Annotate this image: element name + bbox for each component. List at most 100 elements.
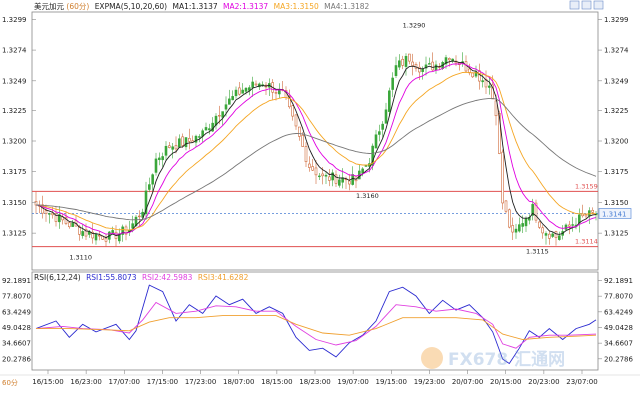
candle-body: [148, 184, 151, 190]
candle-body: [168, 145, 171, 148]
y-tick-label-right: 1.3249: [604, 77, 629, 85]
candle-body: [568, 224, 571, 227]
y-tick-label-right: 1.3225: [604, 107, 629, 115]
close-icon[interactable]: [593, 0, 604, 10]
x-tick-label: 19/07:00: [337, 378, 368, 386]
candle-body: [478, 70, 481, 82]
candle-body: [71, 222, 74, 227]
candle-body: [248, 87, 251, 91]
candle-body: [294, 114, 298, 127]
y-tick-label-left: 1.3125: [2, 230, 27, 238]
candle-body: [584, 214, 588, 217]
candle-body: [464, 61, 468, 72]
x-tick-label: 18/15:00: [261, 378, 292, 386]
ema-line-20: [35, 71, 597, 231]
candle-body: [498, 113, 501, 154]
candle-body: [238, 87, 241, 95]
candle-body: [48, 213, 51, 215]
candle-body: [181, 136, 184, 146]
y-tick-label-left: 1.3175: [2, 168, 27, 176]
candle-body: [361, 168, 364, 174]
rsi-lines: [35, 284, 597, 365]
watermark-text: FX678 汇通网: [448, 350, 565, 370]
candle-body: [591, 209, 594, 213]
candle-body: [524, 218, 528, 227]
x-tick-label: 23/07:00: [566, 378, 597, 386]
candle-body: [301, 134, 304, 147]
candle-body: [551, 233, 554, 237]
ma2-label: MA2:1.3137: [223, 2, 268, 11]
y-tick-label-left: 1.3274: [2, 47, 27, 55]
price-annotation: 1.3290: [403, 21, 426, 29]
watermark-logo-icon: [421, 347, 443, 369]
y-tick-label-right: 1.3150: [604, 199, 629, 207]
candle-body: [521, 223, 524, 227]
y-tick-label-right: 1.3125: [604, 230, 629, 238]
candle-body: [151, 174, 154, 185]
candle-body: [401, 58, 404, 66]
candle-body: [254, 83, 258, 86]
candle-body: [94, 233, 98, 241]
candle-body: [188, 138, 191, 142]
rsi-tick-label-right: 34.6607: [604, 340, 633, 348]
candle-body: [588, 210, 591, 216]
candle-body: [331, 172, 334, 181]
candle-body: [191, 140, 194, 143]
candle-body: [194, 135, 198, 143]
candle-body: [504, 200, 508, 212]
candle-body: [334, 174, 338, 184]
candle-body: [444, 57, 448, 65]
candle-body: [291, 105, 294, 117]
candle-body: [171, 146, 174, 150]
price-axis-ticks: 1.3299 1.3299 1.3274 1.3274 1.3249 1.3249 1.32…: [2, 16, 629, 238]
candle-body: [144, 190, 148, 215]
period-label: (60分): [66, 2, 89, 11]
rsi-tick-label-left: 92.1891: [2, 277, 31, 285]
candle-body: [98, 234, 101, 237]
y-tick-label-left: 1.3225: [2, 107, 27, 115]
symbol-label: 美元加元: [34, 1, 64, 11]
y-tick-label-right: 1.3274: [604, 47, 629, 55]
rsi-tick-label-left: 34.6607: [2, 340, 31, 348]
zoom-icon[interactable]: [569, 0, 580, 10]
candle-body: [518, 224, 521, 232]
price-annotation: 1.3110: [69, 254, 92, 262]
candle-body: [508, 209, 511, 228]
candle-body: [54, 213, 58, 222]
candle-body: [571, 224, 574, 226]
x-tick-label: 16/15:00: [32, 378, 63, 386]
candle-body: [228, 98, 231, 105]
candle-body: [491, 84, 494, 100]
candle-body: [288, 96, 291, 108]
rsi3-label: RSI3:41.6282: [198, 273, 249, 282]
horizontal-line-label: 1.3159: [575, 182, 598, 190]
restore-icon[interactable]: [581, 0, 592, 10]
candle-body: [258, 83, 261, 88]
candle-body: [514, 228, 518, 233]
candle-body: [338, 179, 341, 186]
candle-body: [164, 145, 168, 156]
candle-body: [538, 221, 541, 228]
candle-body: [251, 81, 254, 88]
y-tick-label-left: 1.3150: [2, 199, 27, 207]
rsi-tick-label-left: 63.4249: [2, 308, 31, 316]
candle-body: [544, 233, 548, 236]
rsi-line-rsi2: [35, 301, 597, 349]
candle-body: [274, 92, 278, 94]
candle-body: [564, 224, 568, 230]
indicator-label: EXPMA(5,10,20,60): [95, 2, 167, 11]
candle-body: [51, 212, 54, 216]
rsi-tick-label-left: 20.2786: [2, 355, 31, 363]
candle-body: [374, 134, 378, 149]
candle-body: [198, 136, 201, 138]
candle-body: [241, 89, 244, 94]
candle-body: [321, 173, 324, 177]
y-tick-label-left: 1.3249: [2, 77, 27, 85]
candle-body: [381, 123, 384, 130]
candle-body: [178, 138, 181, 148]
candle-body: [418, 66, 421, 73]
candle-body: [314, 167, 318, 176]
candle-body: [398, 60, 401, 68]
candle-body: [511, 225, 514, 233]
candle-body: [388, 90, 391, 112]
